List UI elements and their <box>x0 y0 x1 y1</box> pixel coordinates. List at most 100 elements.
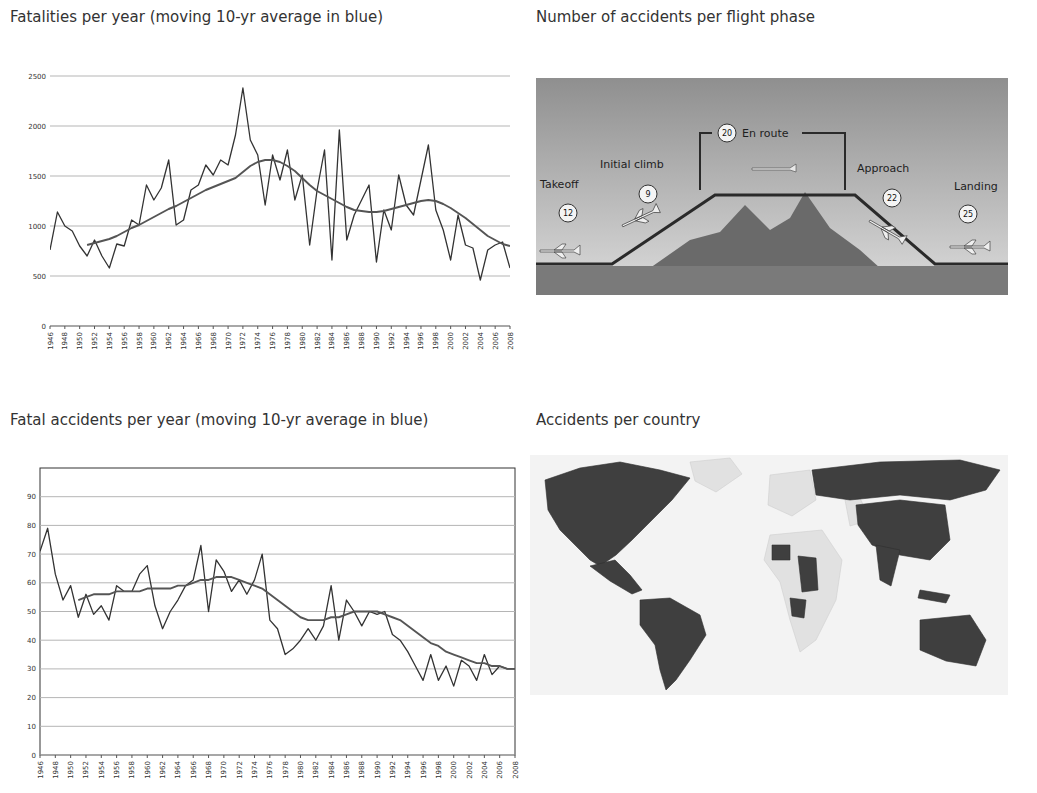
x-tick-label: 2000 <box>447 332 455 350</box>
land-accidents <box>856 500 950 560</box>
x-tick-label: 1974 <box>251 760 259 778</box>
x-tick-label: 1986 <box>343 760 351 778</box>
grid-line <box>40 755 515 756</box>
x-tick <box>153 326 154 329</box>
y-tick-label: 1000 <box>28 223 46 231</box>
x-tick <box>361 326 362 329</box>
plane-icon <box>540 244 580 258</box>
x-tick <box>228 326 229 329</box>
x-tick-label: 1950 <box>67 761 75 779</box>
x-tick <box>55 755 56 758</box>
x-tick-label: 2008 <box>512 761 520 779</box>
grid-line <box>40 582 515 583</box>
x-tick <box>300 755 301 758</box>
x-tick-label: 2004 <box>481 760 489 778</box>
title-line: Fatalities per year (moving 10-yr averag… <box>10 8 383 26</box>
phase-label: Takeoff <box>539 178 579 191</box>
title-line: Accidents per country <box>536 411 701 429</box>
land <box>690 458 742 492</box>
x-tick-label: 1994 <box>403 331 411 349</box>
x-tick-label: 1984 <box>328 331 336 349</box>
x-tick-label: 1954 <box>98 760 106 778</box>
x-tick-label: 1960 <box>144 761 152 779</box>
x-tick-label: 1960 <box>150 332 158 350</box>
x-tick-label: 1970 <box>225 332 233 350</box>
y-tick-label: 2000 <box>28 123 46 131</box>
x-tick-label: 2006 <box>492 331 500 349</box>
x-tick-label: 1984 <box>328 760 336 778</box>
grid-line <box>50 326 510 327</box>
x-tick <box>287 326 288 329</box>
x-tick-label: 1976 <box>269 331 277 349</box>
grid-line <box>40 496 515 497</box>
x-tick-label: 1978 <box>282 761 290 779</box>
x-tick <box>435 326 436 329</box>
phase-count: 9 <box>645 190 650 199</box>
land-accidents <box>772 545 790 560</box>
x-tick-label: 1988 <box>358 332 366 350</box>
x-tick <box>480 326 481 329</box>
land-accidents <box>920 615 986 666</box>
x-tick <box>254 755 255 758</box>
x-tick <box>406 326 407 329</box>
x-tick <box>376 326 377 329</box>
yearly-line <box>50 88 510 280</box>
x-tick <box>223 755 224 758</box>
plane-icon <box>950 240 990 254</box>
phase-badge <box>959 205 977 223</box>
x-tick-label: 1946 <box>37 760 45 778</box>
x-tick-label: 2000 <box>450 761 458 779</box>
x-tick <box>147 755 148 758</box>
x-tick <box>331 326 332 329</box>
x-tick <box>193 755 194 758</box>
land-accidents <box>876 545 900 586</box>
x-tick <box>331 755 332 758</box>
land-accidents <box>798 556 818 592</box>
panel-title: Fatalities per year (moving 10-yr averag… <box>10 8 383 26</box>
y-tick-label: 10 <box>27 723 36 731</box>
x-tick <box>131 755 132 758</box>
average-line <box>87 160 510 246</box>
x-tick-label: 1986 <box>343 331 351 349</box>
x-tick-label: 1954 <box>106 331 114 349</box>
x-tick <box>213 326 214 329</box>
x-tick-label: 1950 <box>76 332 84 350</box>
x-tick-label: 1974 <box>254 331 262 349</box>
x-tick-label: 1992 <box>388 332 396 350</box>
x-tick <box>139 326 140 329</box>
x-tick <box>79 326 80 329</box>
x-tick-label: 1958 <box>128 761 136 779</box>
land-accidents <box>812 460 1000 500</box>
x-tick-label: 1964 <box>180 331 188 349</box>
x-tick-label: 1980 <box>299 332 307 350</box>
x-tick-label: 1962 <box>159 761 167 779</box>
x-tick-label: 1948 <box>61 332 69 350</box>
x-tick <box>484 755 485 758</box>
x-tick-label: 1982 <box>314 332 322 350</box>
phase-count: 25 <box>963 210 973 219</box>
x-tick <box>315 755 316 758</box>
x-tick-label: 1968 <box>210 332 218 350</box>
x-tick <box>346 326 347 329</box>
x-tick-label: 2002 <box>466 761 474 779</box>
x-tick-label: 1966 <box>190 760 198 778</box>
x-tick <box>438 755 439 758</box>
y-tick-label: 50 <box>27 608 36 616</box>
x-tick-label: 1956 <box>121 331 129 349</box>
title-line: Fatal accidents per year (moving 10-yr a… <box>10 411 428 429</box>
flight-path <box>536 195 1008 264</box>
x-tick <box>257 326 258 329</box>
x-tick <box>70 755 71 758</box>
x-tick <box>208 755 209 758</box>
x-tick <box>407 755 408 758</box>
y-tick-label: 0 <box>32 752 36 760</box>
y-tick-label: 80 <box>27 522 36 530</box>
x-tick-label: 1976 <box>266 760 274 778</box>
y-tick-label: 40 <box>27 637 36 645</box>
x-tick <box>450 326 451 329</box>
grid-line <box>50 76 510 77</box>
x-tick-label: 1962 <box>165 332 173 350</box>
phase-label: En route <box>742 127 789 140</box>
x-tick <box>377 755 378 758</box>
x-tick <box>272 326 273 329</box>
